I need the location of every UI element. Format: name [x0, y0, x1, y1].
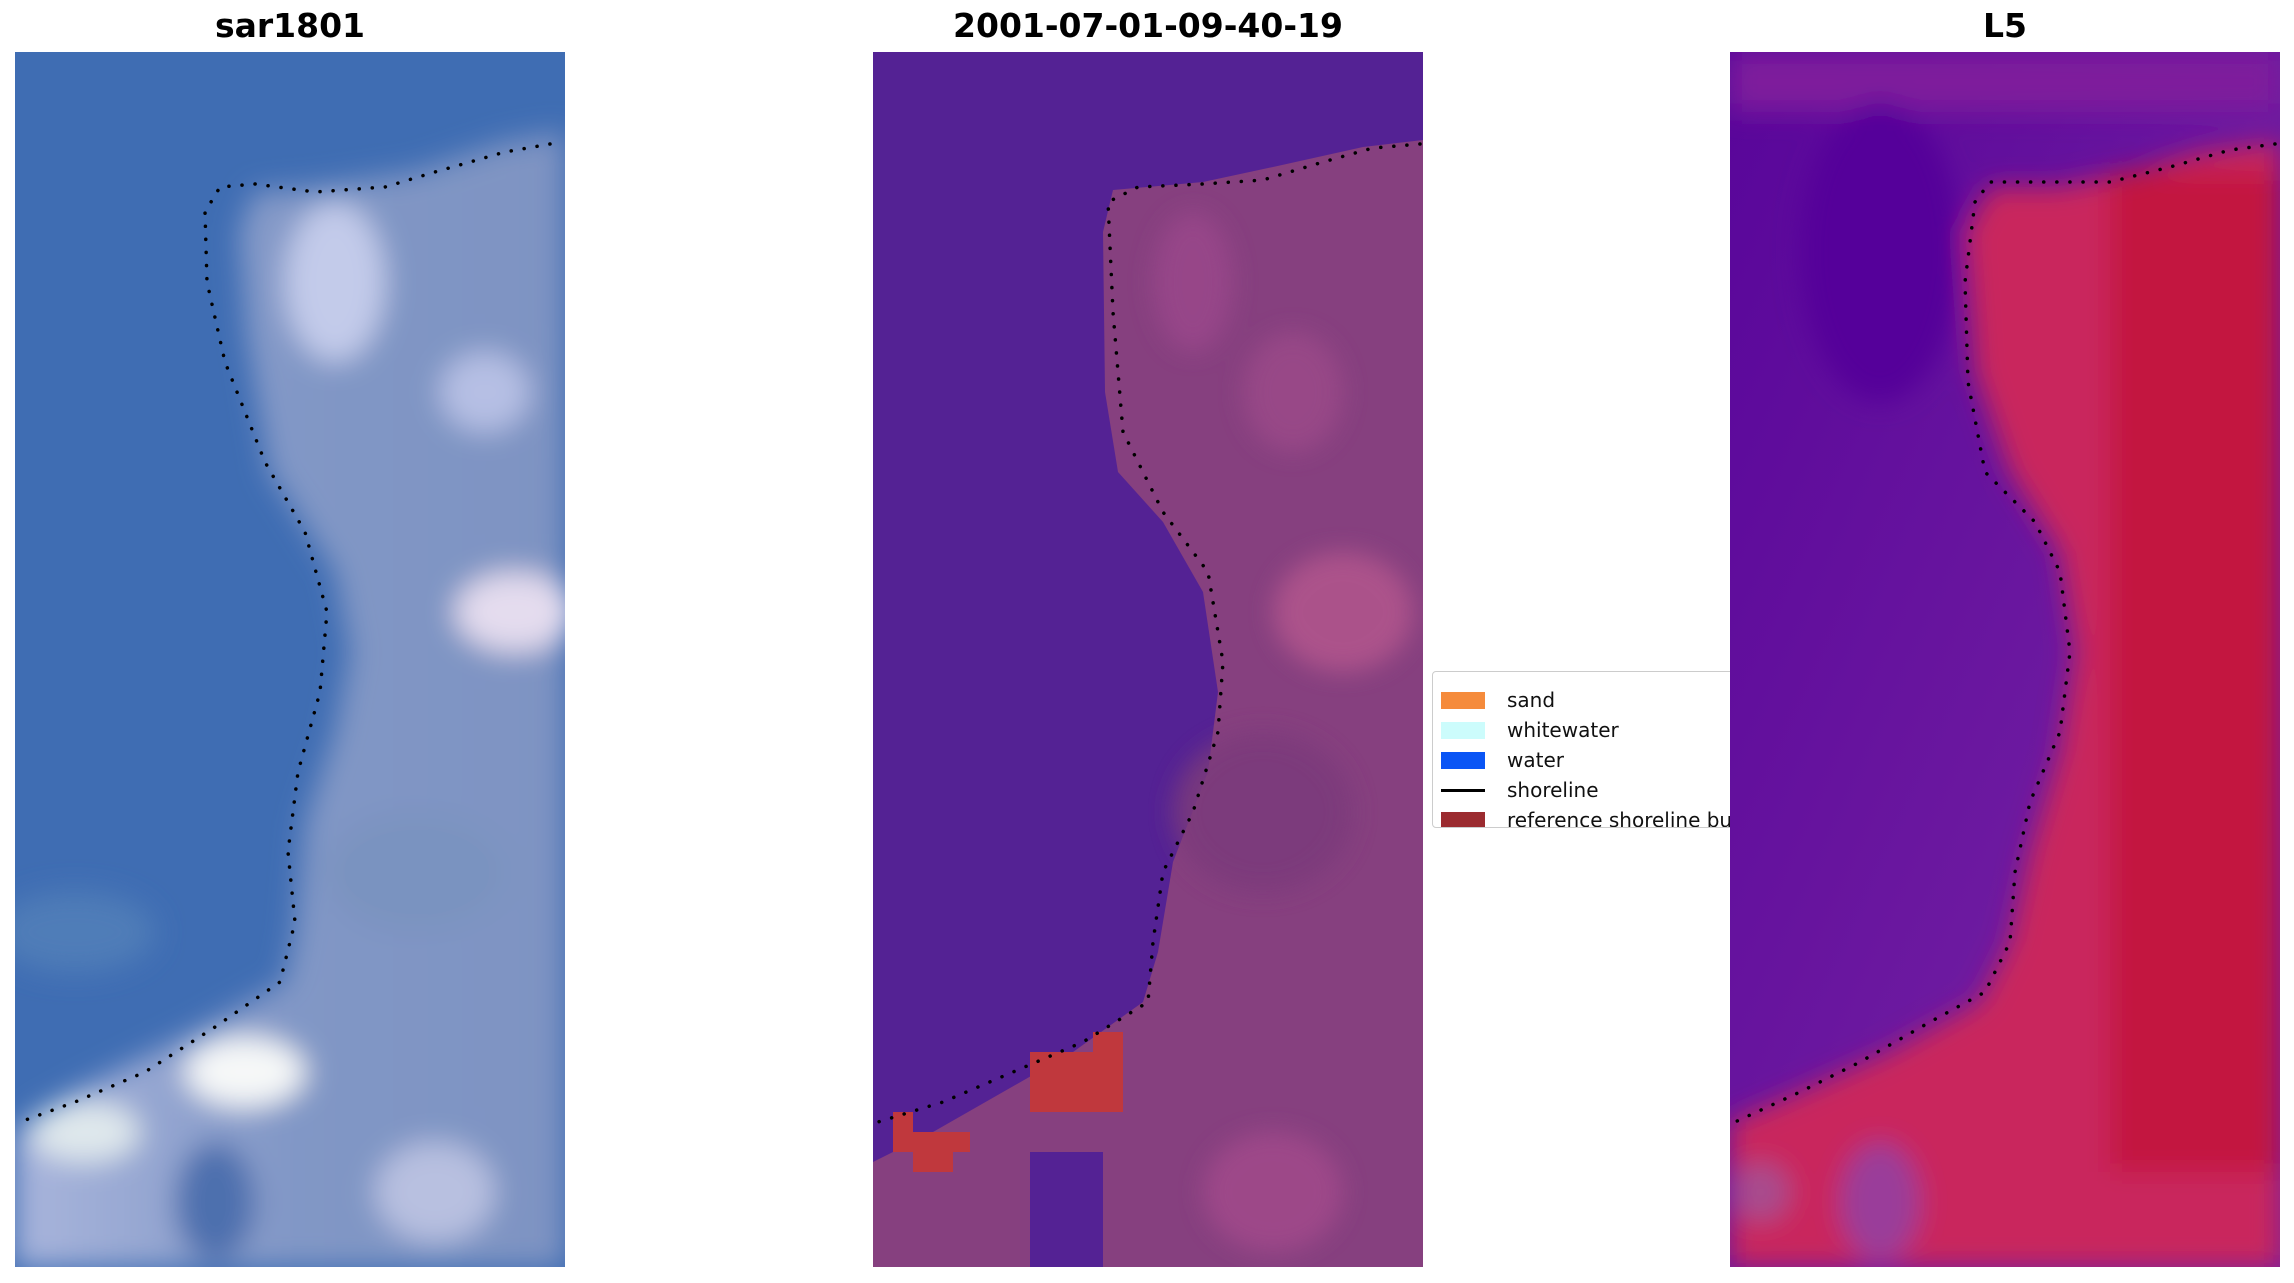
rgb-image-panel — [15, 52, 565, 1267]
water-swatch — [1441, 751, 1485, 769]
legend-item-shoreline: shoreline — [1433, 776, 1599, 804]
classified-image — [873, 52, 1423, 1267]
panel-title-classified: 2001-07-01-09-40-19 — [953, 6, 1343, 45]
legend-item-whitewater: whitewater — [1433, 716, 1619, 744]
sand-swatch — [1441, 691, 1485, 709]
legend-label-shoreline: shoreline — [1507, 778, 1599, 802]
index-image — [1730, 52, 2280, 1267]
legend: sand whitewater water shoreline referenc… — [1432, 671, 1752, 828]
legend-label-sand: sand — [1507, 688, 1556, 712]
legend-label-reference-shoreline-buffer: reference shoreline buffer — [1507, 808, 1752, 828]
legend-item-sand: sand — [1433, 686, 1555, 714]
classified-image-panel — [873, 52, 1423, 1267]
panel-title-rgb: sar1801 — [214, 6, 366, 45]
legend-item-reference-shoreline-buffer: reference shoreline buffer — [1433, 806, 1752, 828]
legend-label-whitewater: whitewater — [1507, 718, 1619, 742]
reference-buffer-swatch — [1441, 811, 1485, 827]
index-image-panel — [1730, 52, 2280, 1267]
whitewater-swatch — [1441, 721, 1485, 739]
legend-item-water: water — [1433, 746, 1564, 774]
rgb-image — [15, 52, 565, 1267]
panel-title-index: L5 — [1983, 6, 2027, 45]
shoreline-line-swatch — [1441, 788, 1485, 792]
legend-label-water: water — [1507, 748, 1564, 772]
